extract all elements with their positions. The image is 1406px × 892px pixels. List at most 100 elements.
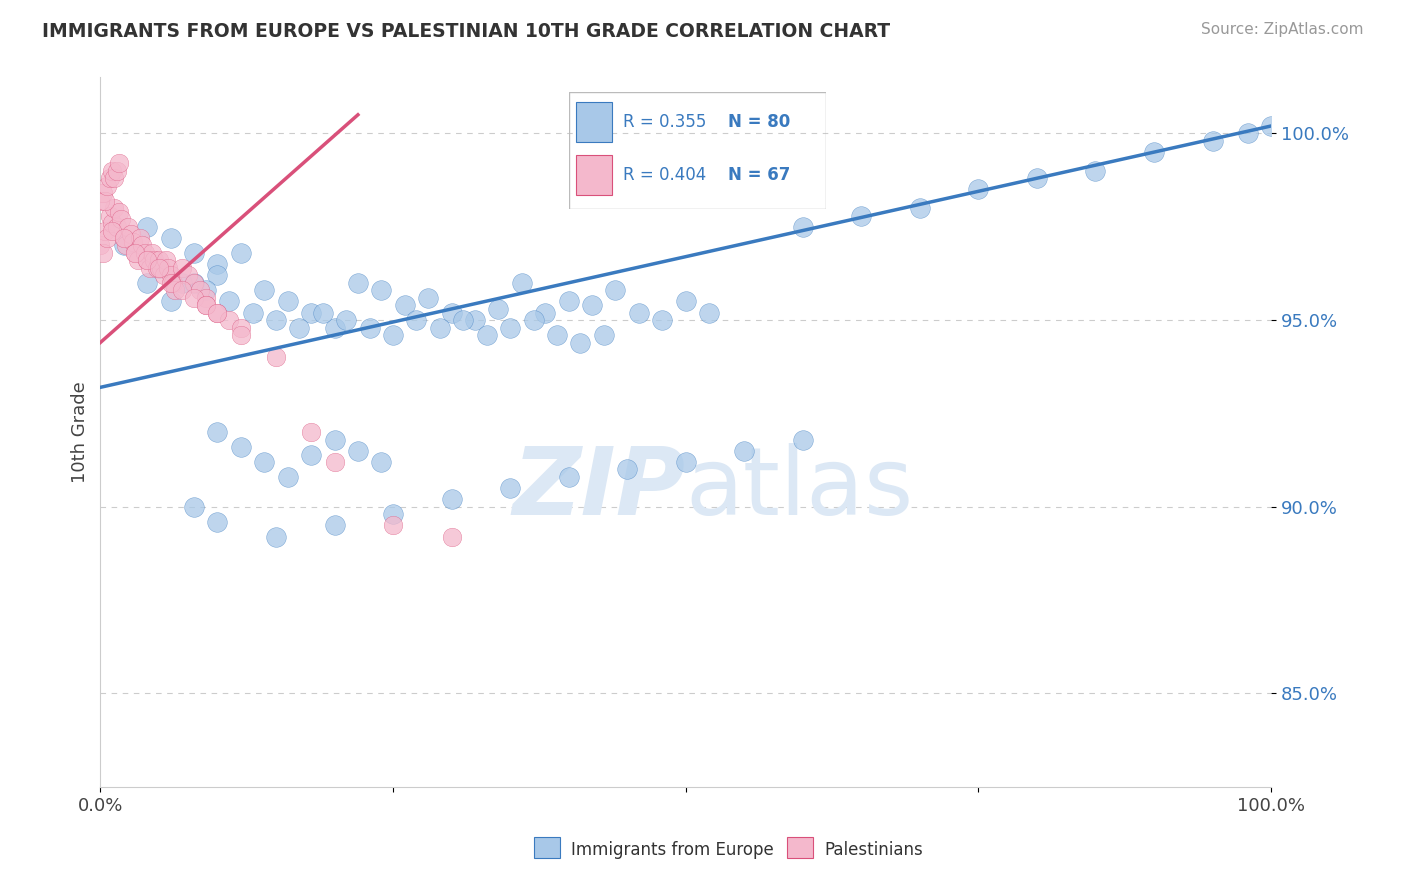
Point: [323, 518, 346, 533]
Point: [159, 276, 181, 290]
Text: atlas: atlas: [686, 443, 914, 535]
Point: [183, 246, 205, 260]
Point: [359, 320, 381, 334]
Point: [105, 219, 128, 234]
Point: [194, 283, 217, 297]
Point: [148, 253, 170, 268]
Point: [1260, 119, 1282, 133]
Point: [347, 276, 370, 290]
Point: [218, 294, 240, 309]
Point: [299, 448, 322, 462]
Point: [207, 515, 229, 529]
Point: [188, 283, 211, 297]
Point: [1201, 134, 1223, 148]
Point: [546, 328, 568, 343]
Point: [229, 320, 252, 334]
Point: [557, 470, 579, 484]
Point: [134, 246, 156, 260]
Point: [145, 260, 167, 275]
Point: [165, 283, 187, 297]
Point: [91, 246, 114, 260]
Point: [733, 443, 755, 458]
Point: [108, 156, 131, 170]
Point: [117, 219, 139, 234]
Point: [651, 313, 673, 327]
Point: [1236, 127, 1258, 141]
Point: [323, 320, 346, 334]
Point: [792, 433, 814, 447]
Point: [288, 320, 311, 334]
Point: [159, 294, 181, 309]
Point: [440, 306, 463, 320]
Point: [138, 260, 160, 275]
Point: [103, 201, 125, 215]
Point: [110, 212, 132, 227]
Point: [264, 351, 287, 365]
Point: [312, 306, 335, 320]
Point: [229, 328, 252, 343]
Point: [264, 313, 287, 327]
Point: [98, 209, 121, 223]
Point: [207, 425, 229, 439]
Point: [534, 306, 557, 320]
Point: [253, 455, 276, 469]
Point: [98, 171, 121, 186]
Point: [94, 223, 117, 237]
Point: [1084, 163, 1107, 178]
Point: [194, 291, 217, 305]
Point: [194, 298, 217, 312]
Point: [172, 260, 194, 275]
Point: [323, 455, 346, 469]
Point: [229, 246, 252, 260]
Point: [418, 291, 440, 305]
Point: [162, 276, 184, 290]
Point: [394, 298, 416, 312]
Point: [499, 481, 522, 495]
Point: [112, 231, 135, 245]
Point: [172, 283, 194, 297]
Point: [101, 223, 124, 237]
Point: [851, 209, 873, 223]
Point: [207, 268, 229, 283]
Point: [242, 306, 264, 320]
Point: [792, 219, 814, 234]
Point: [605, 283, 627, 297]
Point: [510, 276, 533, 290]
Point: [967, 182, 990, 196]
Point: [108, 205, 131, 219]
Point: [522, 313, 544, 327]
Y-axis label: 10th Grade: 10th Grade: [72, 381, 89, 483]
Point: [370, 283, 392, 297]
Point: [94, 194, 117, 208]
Point: [299, 425, 322, 439]
Point: [115, 238, 138, 252]
Point: [136, 253, 159, 268]
Point: [1143, 145, 1166, 160]
Point: [675, 455, 697, 469]
Point: [159, 231, 181, 245]
Point: [105, 163, 128, 178]
Point: [277, 294, 299, 309]
Point: [122, 235, 145, 249]
Point: [616, 462, 638, 476]
Point: [405, 313, 427, 327]
Text: IMMIGRANTS FROM EUROPE VS PALESTINIAN 10TH GRADE CORRELATION CHART: IMMIGRANTS FROM EUROPE VS PALESTINIAN 10…: [42, 22, 890, 41]
Point: [91, 186, 114, 201]
Text: Immigrants from Europe: Immigrants from Europe: [571, 841, 773, 859]
Point: [89, 238, 111, 252]
Point: [183, 276, 205, 290]
Point: [177, 268, 200, 283]
Point: [299, 306, 322, 320]
Point: [370, 455, 392, 469]
Point: [253, 283, 276, 297]
Point: [96, 178, 118, 193]
Point: [143, 253, 166, 268]
Point: [207, 257, 229, 271]
Point: [159, 268, 181, 283]
Point: [194, 298, 217, 312]
Point: [429, 320, 451, 334]
Point: [131, 238, 153, 252]
Point: [136, 276, 159, 290]
Point: [264, 530, 287, 544]
Point: [569, 335, 592, 350]
